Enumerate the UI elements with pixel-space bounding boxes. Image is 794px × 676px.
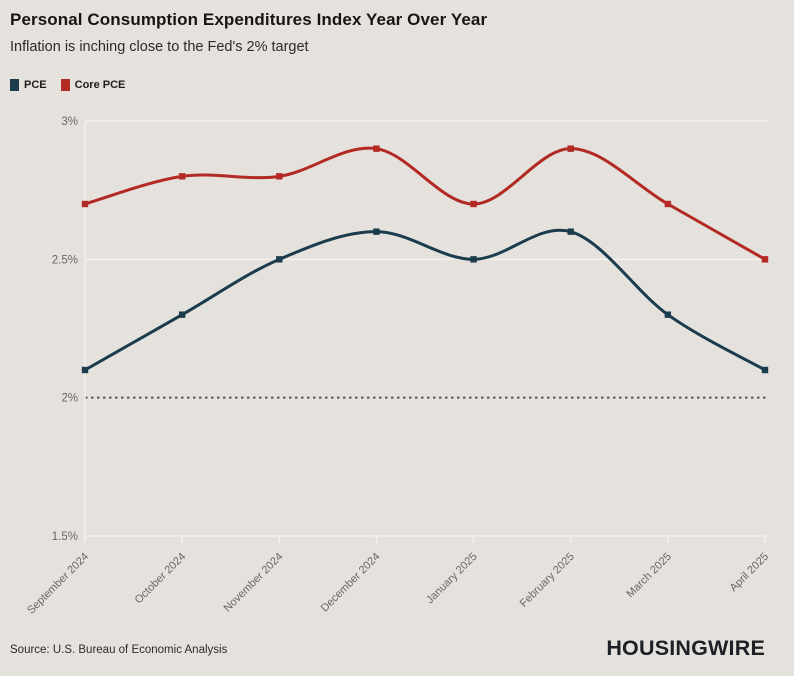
pce-swatch bbox=[10, 79, 19, 91]
core-pce-data-point bbox=[567, 145, 574, 152]
core-pce-data-point bbox=[276, 173, 283, 180]
core-pce-line bbox=[83, 146, 767, 261]
page-title: Personal Consumption Expenditures Index … bbox=[10, 10, 488, 29]
y-tick-label: 3% bbox=[61, 116, 78, 128]
core-pce-data-point bbox=[373, 145, 380, 152]
x-tick-label: January 2025 bbox=[424, 551, 480, 607]
x-axis-labels: September 2024 October 2024 November 2024 D… bbox=[25, 551, 771, 617]
pce-data-point bbox=[81, 366, 89, 374]
core-pce-swatch bbox=[60, 79, 70, 91]
core-pce-data-point bbox=[81, 200, 89, 208]
gridlines bbox=[85, 120, 767, 537]
pce-data-point bbox=[178, 311, 186, 318]
legend-item-pce: PCE bbox=[10, 79, 47, 91]
x-tick-label: April 2025 bbox=[728, 551, 772, 595]
legend-item-core-pce: Core PCE bbox=[60, 79, 126, 91]
core-pce-data-point bbox=[470, 200, 477, 208]
core-pce-legend-label: Core PCE bbox=[74, 79, 126, 91]
core-pce-data-point bbox=[664, 200, 672, 208]
y-axis-labels: 3% 2.5% 2% 1.5% bbox=[52, 116, 78, 543]
x-tick-label: September 2024 bbox=[25, 551, 91, 617]
page-subtitle: Inflation is inching close to the Fed's … bbox=[10, 39, 309, 55]
legend: PCE Core PCE bbox=[10, 79, 125, 91]
housingwire-logo: HOUSINGWIRE bbox=[606, 636, 765, 660]
x-tick-label: March 2025 bbox=[624, 551, 674, 601]
pce-legend-label: PCE bbox=[24, 79, 47, 91]
pce-line bbox=[83, 228, 767, 372]
core-pce-series bbox=[81, 145, 769, 263]
source-note: Source: U.S. Bureau of Economic Analysis bbox=[10, 644, 228, 656]
pce-data-point bbox=[761, 366, 769, 374]
pce-data-point bbox=[664, 311, 672, 318]
y-tick-label: 2.5% bbox=[52, 254, 78, 266]
x-tick-label: February 2025 bbox=[518, 551, 577, 610]
pce-data-point bbox=[373, 228, 380, 235]
core-pce-data-point bbox=[761, 256, 769, 263]
pce-data-point bbox=[276, 256, 283, 263]
x-tick-label: December 2024 bbox=[319, 551, 383, 615]
x-tick-label: October 2024 bbox=[133, 551, 189, 607]
pce-data-point bbox=[470, 256, 477, 263]
x-tick-label: November 2024 bbox=[222, 551, 286, 615]
x-axis-ticks bbox=[84, 536, 766, 543]
y-tick-label: 1.5% bbox=[52, 531, 78, 543]
core-pce-data-point bbox=[178, 173, 186, 180]
y-tick-label: 2% bbox=[61, 393, 78, 405]
chart-header: Personal Consumption Expenditures Index … bbox=[10, 10, 487, 55]
pce-series bbox=[81, 228, 769, 374]
pce-data-point bbox=[567, 228, 574, 235]
